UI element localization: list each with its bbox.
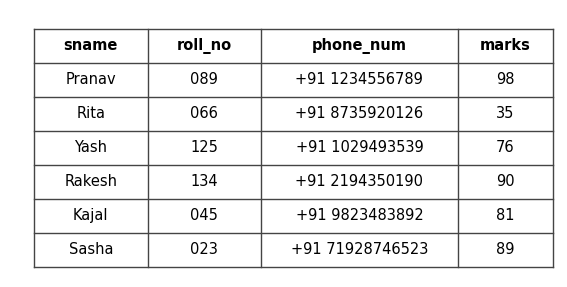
Text: +91 1234556789: +91 1234556789 [295,72,424,87]
Text: +91 9823483892: +91 9823483892 [295,208,424,223]
Text: Rita: Rita [77,106,105,121]
Text: 045: 045 [191,208,218,223]
Text: 89: 89 [496,243,514,257]
Text: 134: 134 [191,174,218,189]
Text: +91 1029493539: +91 1029493539 [295,140,424,155]
Text: 089: 089 [191,72,218,87]
Text: +91 71928746523: +91 71928746523 [291,243,428,257]
Text: 066: 066 [191,106,218,121]
Text: 90: 90 [496,174,515,189]
Text: Yash: Yash [74,140,107,155]
Text: Rakesh: Rakesh [64,174,117,189]
Text: 35: 35 [496,106,514,121]
Text: 81: 81 [496,208,514,223]
Text: phone_num: phone_num [312,38,407,54]
Text: sname: sname [64,38,118,53]
Text: Kajal: Kajal [73,208,108,223]
Text: 023: 023 [191,243,218,257]
Text: roll_no: roll_no [177,38,232,54]
Text: +91 8735920126: +91 8735920126 [295,106,424,121]
Text: 98: 98 [496,72,514,87]
Text: 76: 76 [496,140,515,155]
Text: Sasha: Sasha [69,243,113,257]
Text: marks: marks [480,38,531,53]
Text: +91 2194350190: +91 2194350190 [295,174,424,189]
Text: Pranav: Pranav [66,72,116,87]
Text: 125: 125 [191,140,218,155]
